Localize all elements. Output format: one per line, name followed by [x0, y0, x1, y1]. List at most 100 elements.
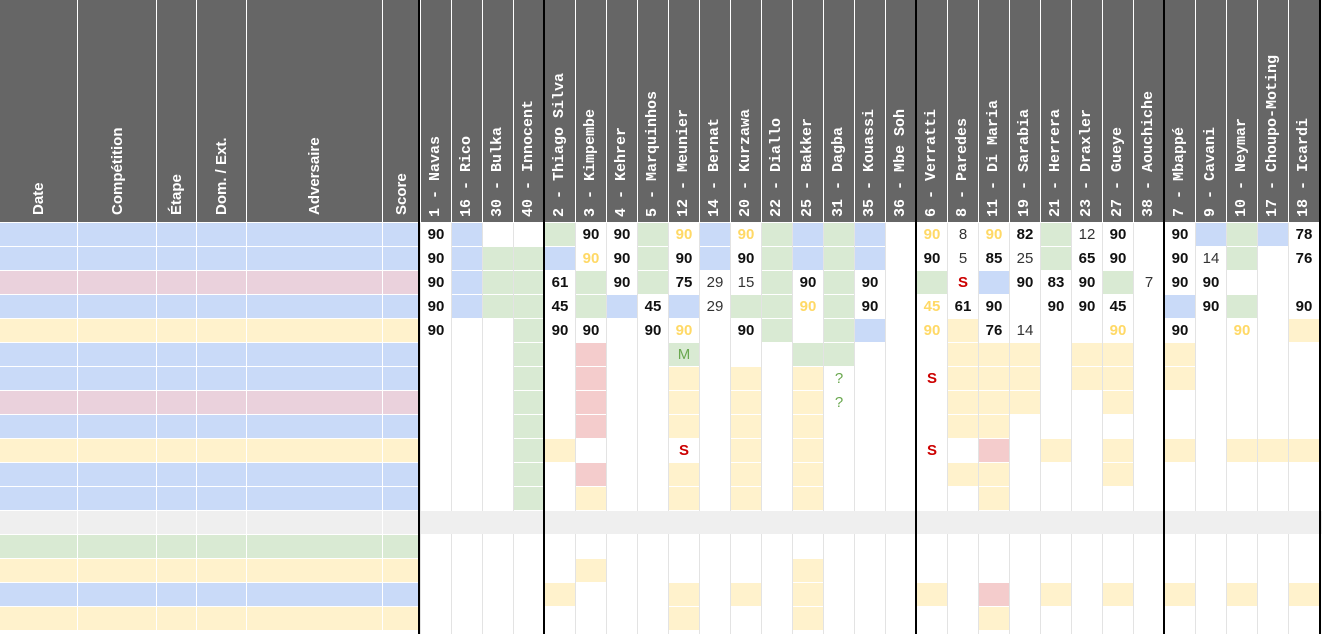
player-minutes-cell[interactable]: 7 [1144, 274, 1154, 291]
header-player-cell[interactable]: 17 - Choupo-Moting [1258, 0, 1288, 222]
player-minutes-cell[interactable] [762, 247, 792, 270]
header-player-cell[interactable]: 36 - Mbe Soh [886, 0, 916, 222]
player-minutes-cell[interactable]: 90 [582, 250, 600, 267]
status-cell[interactable] [793, 583, 823, 606]
status-cell[interactable] [514, 463, 544, 486]
player-minutes-cell[interactable] [731, 295, 761, 318]
player-minutes-cell[interactable]: 90 [1202, 298, 1220, 315]
uncertain-marker[interactable]: ? [834, 370, 844, 387]
header-player-cell[interactable]: 8 - Paredes [948, 0, 978, 222]
status-cell[interactable] [731, 487, 761, 510]
player-minutes-cell[interactable] [1227, 223, 1257, 246]
player-minutes-cell[interactable]: 90 [427, 322, 445, 339]
player-minutes-cell[interactable] [855, 247, 885, 270]
status-cell[interactable] [514, 391, 544, 414]
player-minutes-cell[interactable]: 45 [551, 298, 569, 315]
player-minutes-cell[interactable] [762, 271, 792, 294]
player-minutes-cell[interactable]: 90 [613, 250, 631, 267]
player-minutes-cell[interactable]: 90 [551, 322, 569, 339]
status-cell[interactable] [1103, 391, 1133, 414]
status-cell[interactable] [669, 415, 699, 438]
status-cell[interactable] [1258, 439, 1288, 462]
status-cell[interactable] [576, 343, 606, 366]
status-cell[interactable] [948, 343, 978, 366]
player-minutes-cell[interactable]: 76 [985, 322, 1003, 339]
status-cell[interactable] [731, 415, 761, 438]
player-minutes-cell[interactable] [824, 319, 854, 342]
player-minutes-cell[interactable] [824, 271, 854, 294]
player-minutes-cell[interactable]: 90 [861, 274, 879, 291]
status-cell[interactable] [669, 583, 699, 606]
status-cell[interactable] [576, 559, 606, 582]
status-marker[interactable]: M [669, 343, 699, 366]
player-minutes-cell[interactable]: S [957, 274, 968, 291]
player-minutes-cell[interactable] [607, 295, 637, 318]
player-minutes-cell[interactable] [483, 295, 513, 318]
status-cell[interactable] [979, 607, 1009, 630]
player-minutes-cell[interactable]: 90 [1016, 274, 1034, 291]
status-cell[interactable] [917, 583, 947, 606]
player-minutes-cell[interactable]: 90 [1047, 298, 1065, 315]
player-minutes-cell[interactable]: 90 [613, 274, 631, 291]
header-player-cell[interactable]: 18 - Icardi [1289, 0, 1319, 222]
status-cell[interactable] [793, 367, 823, 390]
player-minutes-cell[interactable] [1041, 247, 1071, 270]
player-minutes-cell[interactable] [576, 295, 606, 318]
player-minutes-cell[interactable]: 90 [1109, 226, 1127, 243]
status-cell[interactable] [1041, 583, 1071, 606]
player-minutes-cell[interactable]: 75 [675, 274, 693, 291]
player-minutes-cell[interactable] [824, 223, 854, 246]
player-minutes-cell[interactable]: 90 [923, 226, 941, 243]
player-minutes-cell[interactable]: 15 [737, 274, 755, 291]
player-minutes-cell[interactable]: 90 [861, 298, 879, 315]
status-cell[interactable] [793, 415, 823, 438]
player-minutes-cell[interactable] [514, 271, 544, 294]
header-player-cell[interactable]: 22 - Diallo [762, 0, 792, 222]
status-cell[interactable] [576, 391, 606, 414]
player-minutes-cell[interactable]: 90 [923, 250, 941, 267]
header-player-cell[interactable]: 21 - Herrera [1041, 0, 1071, 222]
player-minutes-cell[interactable] [793, 223, 823, 246]
player-minutes-cell[interactable]: 83 [1047, 274, 1065, 291]
player-minutes-cell[interactable]: 29 [706, 298, 724, 315]
status-cell[interactable] [793, 559, 823, 582]
header-player-cell[interactable]: 16 - Rico [452, 0, 482, 222]
status-cell[interactable] [545, 439, 575, 462]
status-cell[interactable] [669, 391, 699, 414]
player-minutes-cell[interactable] [638, 247, 668, 270]
status-cell[interactable] [1165, 343, 1195, 366]
status-cell[interactable] [576, 487, 606, 510]
player-minutes-cell[interactable]: 90 [1171, 226, 1189, 243]
status-cell[interactable] [1010, 343, 1040, 366]
status-cell[interactable] [731, 391, 761, 414]
player-minutes-cell[interactable]: 90 [923, 322, 941, 339]
player-minutes-cell[interactable]: 90 [1202, 274, 1220, 291]
player-minutes-cell[interactable]: 8 [958, 226, 968, 243]
player-minutes-cell[interactable]: 90 [799, 274, 817, 291]
status-cell[interactable] [514, 487, 544, 510]
player-minutes-cell[interactable] [824, 247, 854, 270]
status-cell[interactable] [1041, 439, 1071, 462]
player-minutes-cell[interactable]: 90 [613, 226, 631, 243]
header-player-cell[interactable]: 12 - Meunier [669, 0, 699, 222]
header-player-cell[interactable]: 9 - Cavani [1196, 0, 1226, 222]
player-minutes-cell[interactable]: 90 [644, 322, 662, 339]
player-minutes-cell[interactable] [979, 271, 1009, 294]
status-cell[interactable] [731, 583, 761, 606]
status-cell[interactable] [793, 607, 823, 630]
status-cell[interactable] [1103, 439, 1133, 462]
status-cell[interactable] [545, 583, 575, 606]
status-cell[interactable] [793, 391, 823, 414]
status-cell[interactable] [1289, 583, 1319, 606]
player-minutes-cell[interactable]: 65 [1078, 250, 1096, 267]
status-cell[interactable] [1289, 439, 1319, 462]
status-cell[interactable] [793, 463, 823, 486]
player-minutes-cell[interactable] [855, 319, 885, 342]
status-cell[interactable] [1103, 367, 1133, 390]
player-minutes-cell[interactable] [1227, 247, 1257, 270]
player-minutes-cell[interactable] [545, 247, 575, 270]
player-minutes-cell[interactable]: 25 [1016, 250, 1034, 267]
player-minutes-cell[interactable]: 45 [1109, 298, 1127, 315]
status-cell[interactable] [948, 463, 978, 486]
status-cell[interactable] [1165, 439, 1195, 462]
